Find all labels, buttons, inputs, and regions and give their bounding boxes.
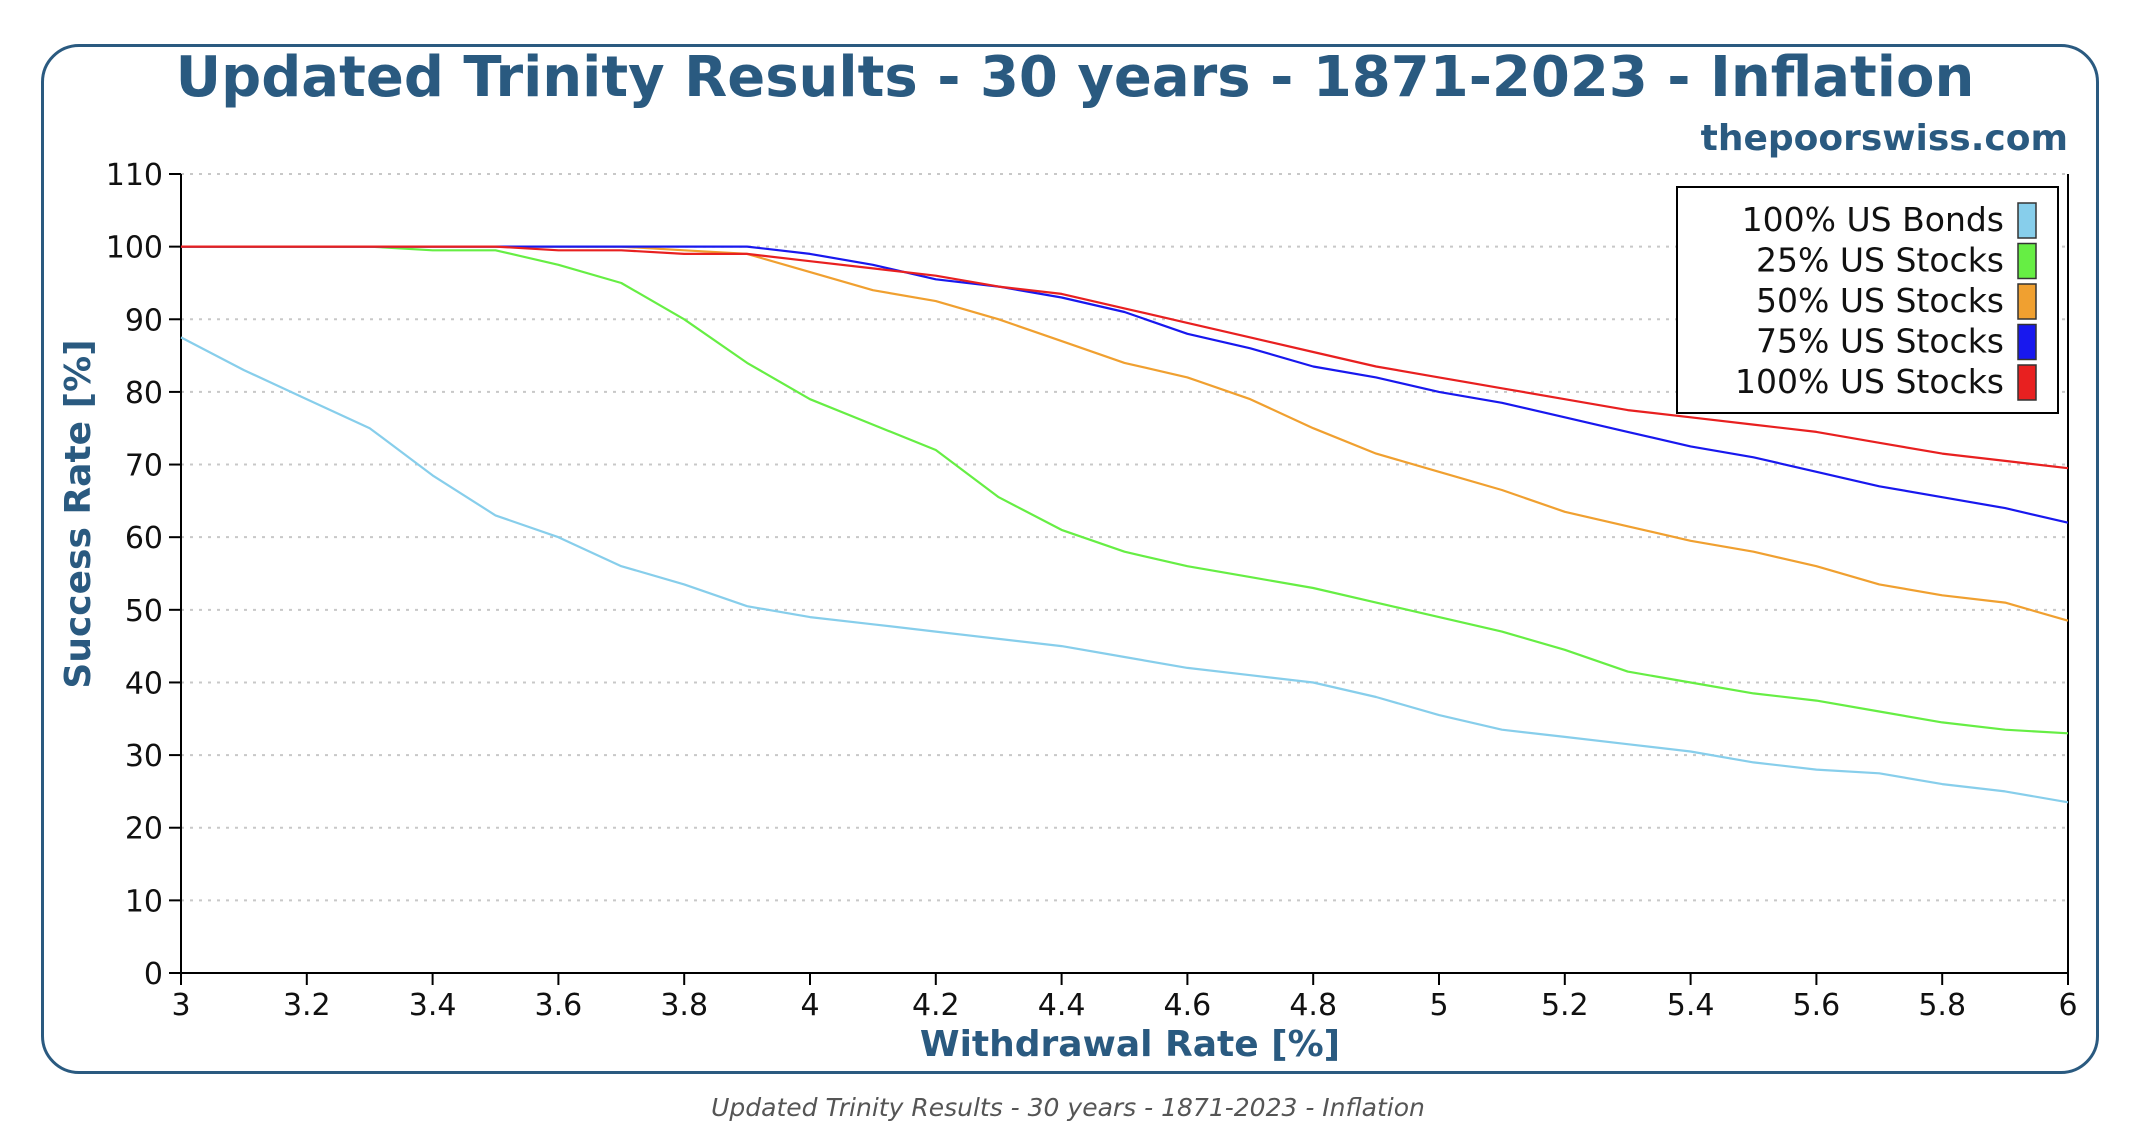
y-axis-label: Success Rate [%]	[58, 339, 99, 688]
legend-label: 100% US Bonds	[1742, 200, 2004, 239]
x-tick-label: 3.2	[283, 988, 331, 1023]
x-tick-label: 3.8	[660, 988, 708, 1023]
y-tick-label: 30	[125, 739, 163, 774]
axes: 0 10 20 30 40 50 60 70 80 90 100 110 3 3.2 3.4 3.6 3.8 4 4…	[106, 158, 2078, 1023]
y-tick-label: 100	[106, 231, 163, 266]
chart-title: Updated Trinity Results - 30 years - 187…	[176, 45, 1975, 110]
x-tick-label: 3.6	[535, 988, 583, 1023]
x-tick-label: 4.4	[1038, 988, 1086, 1023]
x-tick-label: 4.2	[912, 988, 960, 1023]
x-tick-label: 4.6	[1164, 988, 1212, 1023]
series-line-2	[181, 245, 2069, 735]
y-tick-label: 70	[125, 449, 163, 484]
y-tick-label: 40	[125, 666, 163, 701]
legend-swatch	[2017, 202, 2037, 239]
x-tick-label: 5.6	[1793, 988, 1841, 1023]
x-axis-label: Withdrawal Rate [%]	[920, 1024, 1340, 1065]
legend-swatch	[2017, 242, 2037, 280]
legend-swatch	[2017, 323, 2037, 361]
series-line-1	[180, 336, 2069, 804]
x-tick-label: 6	[2058, 988, 2077, 1023]
y-tick-label: 80	[125, 376, 163, 411]
series-line-5	[181, 245, 2069, 470]
x-tick-label: 5.4	[1667, 988, 1715, 1023]
legend-label: 25% US Stocks	[1756, 241, 2004, 280]
series-lines	[180, 245, 2069, 804]
x-tick-label: 5.8	[1918, 988, 1966, 1023]
y-tick-label: 90	[125, 303, 163, 338]
legend-label: 75% US Stocks	[1756, 322, 2004, 361]
x-tick-label: 5	[1429, 988, 1448, 1023]
x-tick-label: 3	[171, 988, 190, 1023]
x-tick-label: 4.8	[1289, 988, 1337, 1023]
y-tick-label: 20	[125, 812, 163, 847]
y-tick-label: 0	[144, 957, 163, 992]
x-tick-label: 5.2	[1541, 988, 1589, 1023]
chart-subtitle: thepoorswiss.com	[1701, 118, 2068, 159]
y-tick-label: 10	[125, 884, 163, 919]
figure-caption: Updated Trinity Results - 30 years - 187…	[711, 1093, 1425, 1122]
y-tick-label: 50	[125, 594, 163, 629]
legend-box	[1676, 186, 2059, 414]
legend-label: 100% US Stocks	[1735, 362, 2004, 401]
x-tick-label: 4	[800, 988, 819, 1023]
y-tick-label: 60	[125, 521, 163, 556]
legend-swatch	[2017, 283, 2037, 320]
legend-swatch	[2017, 364, 2037, 401]
legend-label: 50% US Stocks	[1756, 281, 2004, 320]
x-tick-label: 3.4	[409, 988, 457, 1023]
y-tick-label: 110	[106, 158, 163, 193]
